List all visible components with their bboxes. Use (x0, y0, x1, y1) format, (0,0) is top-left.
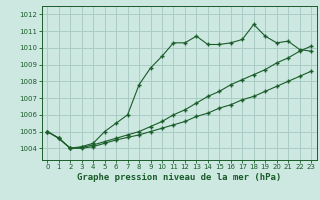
X-axis label: Graphe pression niveau de la mer (hPa): Graphe pression niveau de la mer (hPa) (77, 173, 281, 182)
